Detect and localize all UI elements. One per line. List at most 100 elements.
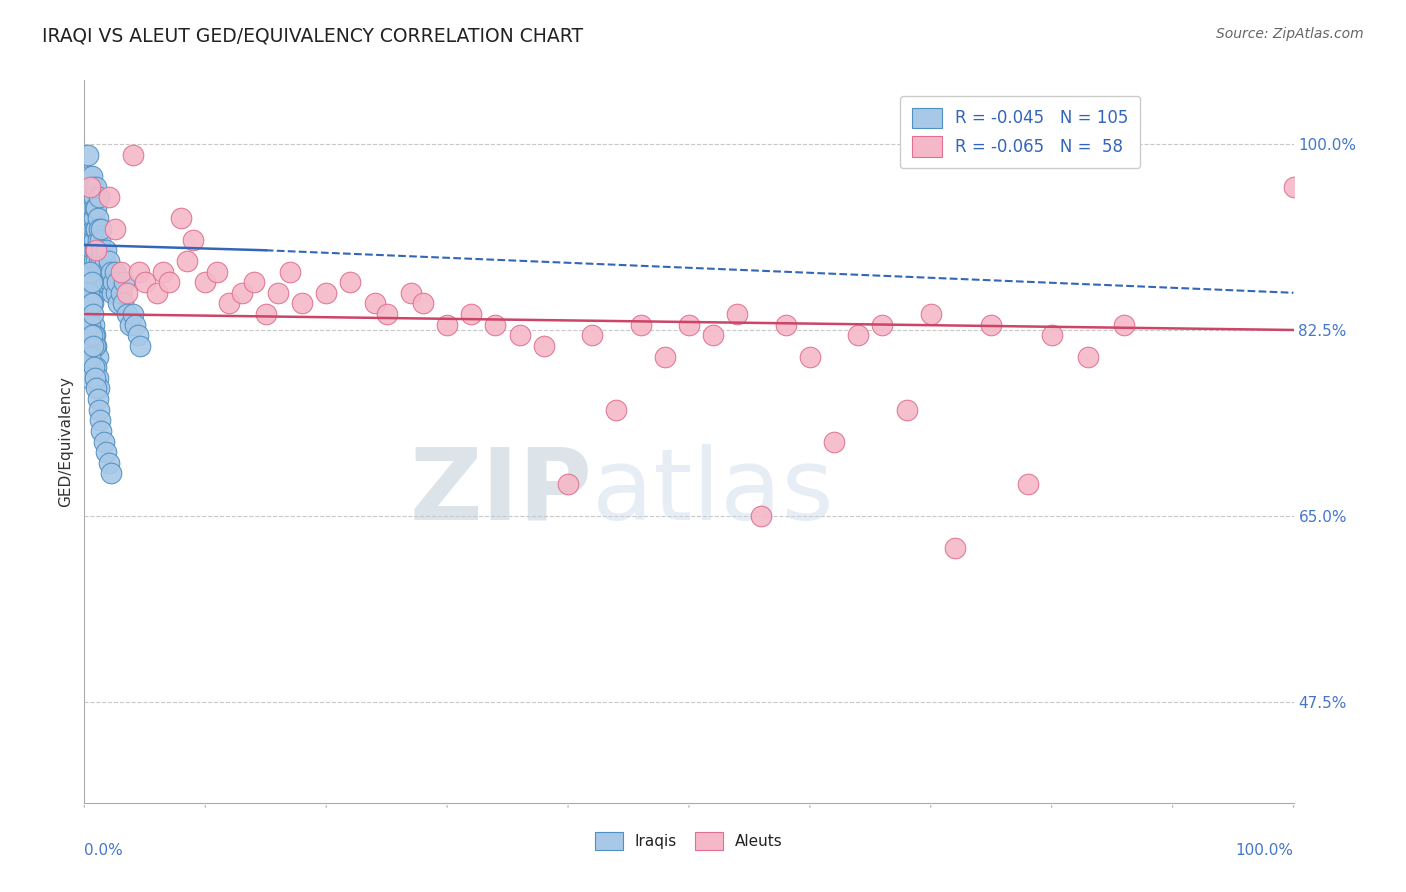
- Point: [363, 296, 385, 310]
- Point: [84, 244, 107, 258]
- Point: [152, 264, 174, 278]
- Point: [80, 296, 103, 310]
- Point: [129, 339, 152, 353]
- Point: [231, 285, 253, 300]
- Point: [291, 296, 314, 310]
- Point: [1077, 350, 1099, 364]
- Point: [77, 147, 100, 161]
- Point: [112, 275, 135, 289]
- Point: [76, 328, 98, 343]
- Point: [86, 371, 108, 385]
- Point: [79, 190, 101, 204]
- Point: [80, 233, 103, 247]
- Point: [436, 318, 458, 332]
- Text: IRAQI VS ALEUT GED/EQUIVALENCY CORRELATION CHART: IRAQI VS ALEUT GED/EQUIVALENCY CORRELATI…: [42, 27, 583, 45]
- Point: [86, 339, 108, 353]
- Point: [87, 381, 110, 395]
- Point: [98, 275, 121, 289]
- Point: [82, 201, 104, 215]
- Point: [84, 222, 107, 236]
- Point: [79, 318, 101, 332]
- Point: [170, 211, 193, 226]
- Point: [80, 328, 103, 343]
- Point: [121, 147, 143, 161]
- Point: [86, 201, 108, 215]
- Point: [77, 371, 100, 385]
- Text: ZIP: ZIP: [409, 443, 592, 541]
- Point: [79, 233, 101, 247]
- Point: [194, 275, 217, 289]
- Point: [80, 275, 103, 289]
- Point: [799, 350, 821, 364]
- Point: [86, 244, 108, 258]
- Point: [86, 350, 108, 364]
- Point: [97, 190, 120, 204]
- Point: [654, 350, 676, 364]
- Point: [83, 285, 105, 300]
- Text: 100.0%: 100.0%: [1236, 843, 1294, 857]
- Point: [87, 222, 110, 236]
- Text: atlas: atlas: [592, 443, 834, 541]
- Point: [128, 264, 150, 278]
- Point: [80, 211, 103, 226]
- Point: [84, 328, 107, 343]
- Point: [242, 275, 264, 289]
- Point: [460, 307, 482, 321]
- Point: [176, 254, 198, 268]
- Point: [484, 318, 506, 332]
- Point: [278, 264, 301, 278]
- Point: [533, 339, 555, 353]
- Point: [86, 381, 108, 395]
- Point: [77, 233, 100, 247]
- Point: [943, 541, 966, 555]
- Point: [82, 222, 104, 236]
- Y-axis label: GED/Equivalency: GED/Equivalency: [58, 376, 73, 507]
- Point: [101, 285, 124, 300]
- Point: [980, 318, 1002, 332]
- Point: [89, 233, 111, 247]
- Point: [134, 275, 156, 289]
- Point: [94, 254, 117, 268]
- Point: [702, 328, 724, 343]
- Text: 0.0%: 0.0%: [84, 843, 124, 857]
- Point: [84, 339, 107, 353]
- Point: [86, 254, 108, 268]
- Point: [1114, 318, 1136, 332]
- Point: [76, 179, 98, 194]
- Point: [77, 169, 100, 183]
- Point: [103, 275, 125, 289]
- Point: [77, 339, 100, 353]
- Point: [86, 285, 108, 300]
- Point: [605, 402, 627, 417]
- Point: [751, 508, 773, 523]
- Point: [77, 307, 100, 321]
- Point: [77, 360, 100, 375]
- Point: [94, 244, 117, 258]
- Point: [79, 211, 101, 226]
- Point: [339, 275, 361, 289]
- Point: [83, 233, 105, 247]
- Point: [86, 179, 108, 194]
- Point: [105, 275, 128, 289]
- Point: [77, 211, 100, 226]
- Point: [124, 318, 146, 332]
- Point: [254, 307, 277, 321]
- Point: [97, 254, 120, 268]
- Point: [83, 211, 105, 226]
- Point: [94, 445, 117, 459]
- Point: [104, 264, 127, 278]
- Point: [110, 285, 132, 300]
- Point: [104, 222, 127, 236]
- Point: [82, 339, 104, 353]
- Point: [157, 275, 180, 289]
- Point: [82, 296, 104, 310]
- Point: [80, 190, 103, 204]
- Point: [84, 275, 107, 289]
- Point: [630, 318, 652, 332]
- Point: [90, 424, 112, 438]
- Point: [84, 371, 107, 385]
- Point: [83, 254, 105, 268]
- Point: [86, 233, 108, 247]
- Point: [557, 477, 579, 491]
- Legend: Iraqis, Aleuts: Iraqis, Aleuts: [589, 826, 789, 856]
